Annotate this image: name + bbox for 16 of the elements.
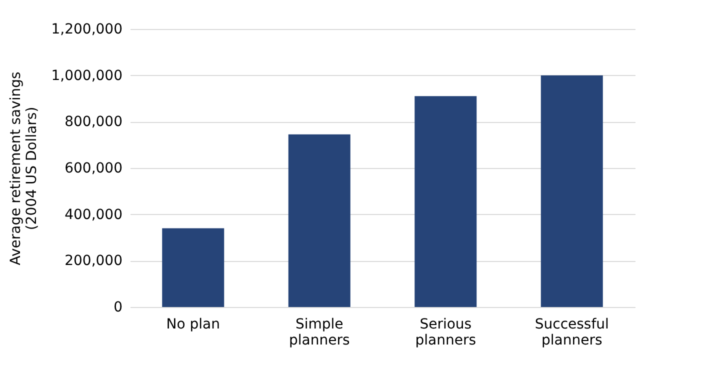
x-tick-label: Simple planners <box>288 316 350 348</box>
bar <box>162 228 224 307</box>
x-tick-label: No plan <box>166 316 220 332</box>
y-tick-label: 600,000 <box>64 160 122 176</box>
x-tick-label: Serious planners <box>415 316 476 348</box>
bar <box>540 75 603 307</box>
x-tick-label: Successful planners <box>534 316 609 348</box>
y-tick-label: 1,000,000 <box>51 68 122 84</box>
y-tick-label: 200,000 <box>64 253 122 270</box>
y-tick-label: 800,000 <box>64 114 122 130</box>
bar <box>414 96 477 307</box>
y-tick-label: 1,200,000 <box>51 22 122 38</box>
y-axis-title: Average retirement savings (2004 US Dollars) <box>8 72 40 266</box>
bar <box>288 134 350 307</box>
y-tick-label: 400,000 <box>64 206 122 223</box>
y-tick-label: 0 <box>114 300 122 316</box>
